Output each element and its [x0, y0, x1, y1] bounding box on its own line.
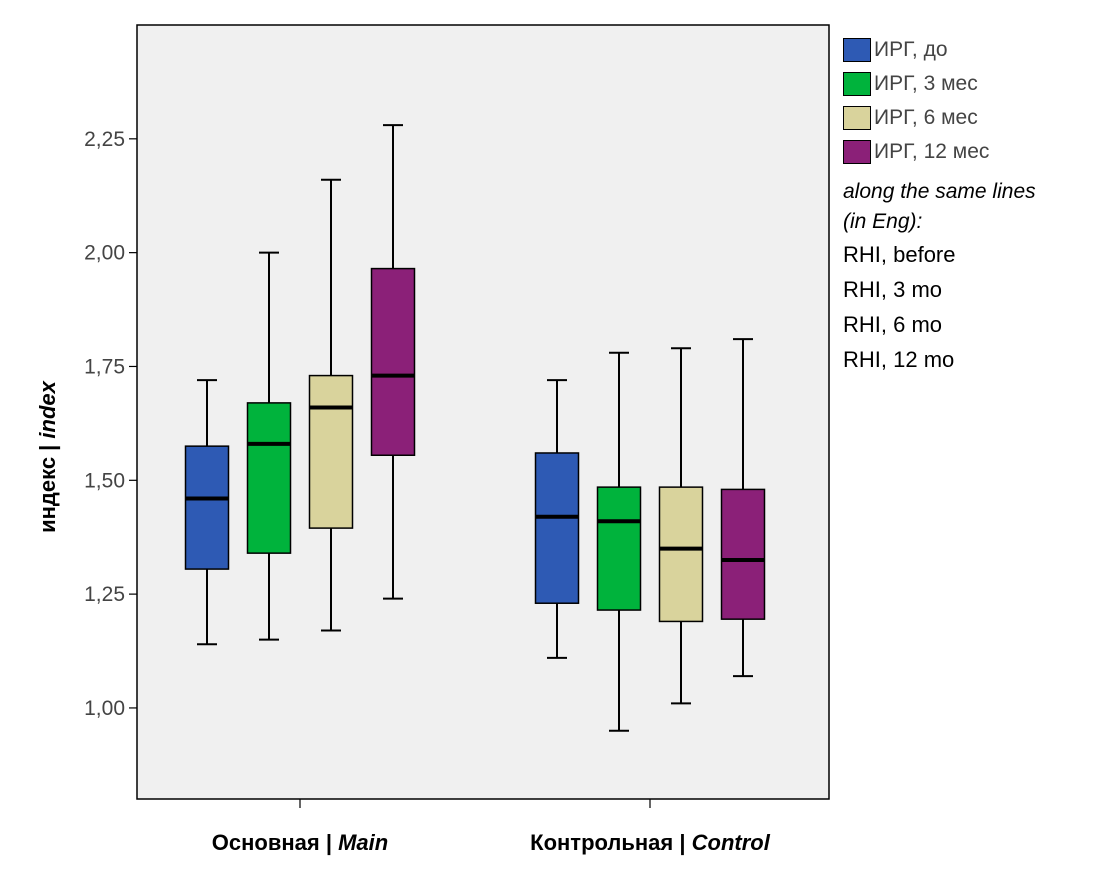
box-iqr [184, 445, 230, 570]
legend-english-item: RHI, before [843, 242, 956, 267]
legend-item: ИРГ, 6 мес [843, 101, 1093, 135]
box-0-0 [184, 379, 230, 646]
box-iqr [534, 452, 580, 604]
legend-swatch-6mo [843, 106, 871, 130]
category-label-main-italic: Main [338, 830, 388, 855]
y-tick-label: 1,50 [84, 469, 125, 492]
legend-label: ИРГ, 3 мес [874, 72, 978, 95]
y-tick-label: 2,00 [84, 242, 125, 265]
box-iqr [370, 267, 416, 457]
box-1-3 [720, 338, 766, 678]
boxes-group [184, 124, 766, 732]
box-iqr [246, 402, 292, 554]
y-axis-label-italic: index [35, 380, 60, 438]
box-1-1 [596, 351, 642, 732]
legend-label: ИРГ, 6 мес [874, 106, 978, 129]
y-tick-label: 1,00 [84, 697, 125, 720]
box-0-2 [308, 178, 354, 632]
y-tick-label: 2,25 [84, 128, 125, 151]
category-label-control: Контрольная | Control [530, 830, 771, 855]
legend-label: ИРГ, 12 мес [874, 140, 990, 163]
legend-note-line: (in Eng): [843, 210, 923, 233]
legend-item: ИРГ, до [843, 33, 1093, 67]
box-iqr [596, 486, 642, 611]
legend: ИРГ, до ИРГ, 3 мес ИРГ, 6 мес ИРГ, 12 ме… [843, 33, 1093, 377]
legend-label: ИРГ, до [874, 38, 948, 61]
category-label-main: Основная | Main [212, 830, 388, 855]
legend-item: ИРГ, 12 мес [843, 135, 1093, 169]
legend-note: along the same lines (in Eng): [843, 177, 1093, 237]
y-axis-label: индекс | index [35, 380, 60, 533]
category-label-main-text: Основная | [212, 830, 338, 855]
box-0-1 [246, 251, 292, 641]
box-iqr [658, 486, 704, 623]
legend-swatch-3mo [843, 72, 871, 96]
legend-english-item: RHI, 12 mo [843, 347, 955, 372]
legend-item: ИРГ, 3 мес [843, 67, 1093, 101]
legend-english-item: RHI, 3 mo [843, 277, 943, 302]
x-axis [299, 799, 651, 808]
y-tick-label: 1,25 [84, 583, 125, 606]
box-0-3 [370, 124, 416, 600]
category-label-control-text: Контрольная | [530, 830, 692, 855]
legend-swatch-before [843, 38, 871, 62]
legend-english-list: RHI, before RHI, 3 mo RHI, 6 mo RHI, 12 … [843, 237, 1093, 377]
box-iqr [308, 374, 354, 529]
legend-note-line: along the same lines [843, 180, 1036, 203]
box-iqr [720, 488, 766, 620]
box-1-2 [658, 347, 704, 705]
y-axis: 1,00 1,25 1,50 1,75 2,00 2,25 [84, 128, 137, 720]
y-tick-label: 1,75 [84, 355, 125, 378]
legend-swatch-12mo [843, 140, 871, 164]
plot-area [136, 24, 830, 800]
legend-english-item: RHI, 6 mo [843, 312, 943, 337]
box-1-0 [534, 379, 580, 659]
category-label-control-italic: Control [692, 830, 771, 855]
y-axis-label-main: индекс | [35, 439, 60, 533]
